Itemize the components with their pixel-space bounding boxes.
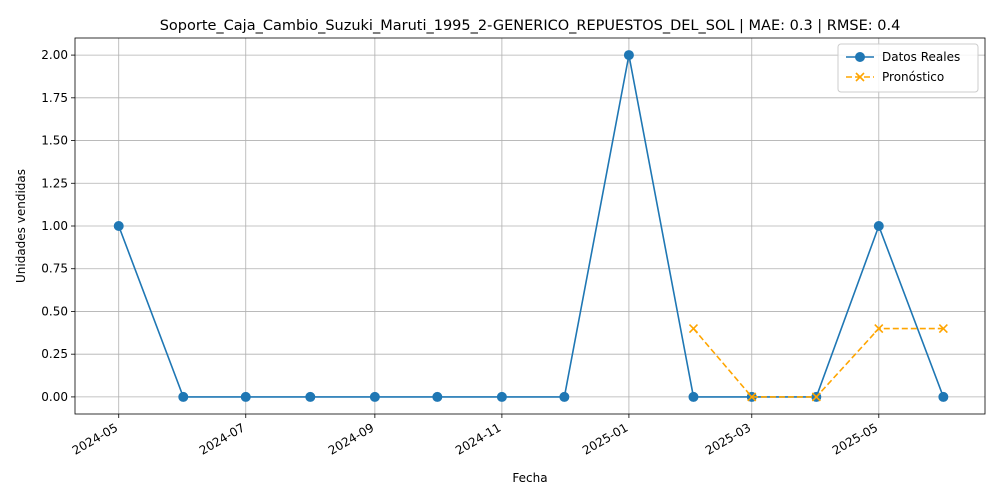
data-point [938, 391, 949, 402]
legend-marker [855, 52, 865, 62]
y-tick-label: 1.00 [41, 219, 68, 233]
legend-label: Pronóstico [882, 70, 944, 84]
data-point [432, 391, 443, 402]
y-tick-label: 1.50 [41, 134, 68, 148]
y-tick-label: 0.00 [41, 390, 68, 404]
legend-box [837, 43, 979, 93]
series-datos-reales [113, 50, 949, 402]
legend-marker [855, 72, 865, 82]
y-axis-label: Unidades vendidas [14, 169, 28, 283]
y-tick-label: 2.00 [41, 48, 68, 62]
series-pronostico [688, 323, 948, 402]
data-point [874, 323, 884, 334]
y-tick-label: 0.75 [41, 262, 68, 276]
y-tick-label: 1.25 [41, 176, 68, 190]
data-point [811, 392, 821, 402]
data-point [623, 50, 634, 61]
marker-stroke [938, 323, 948, 334]
y-tick-label: 0.50 [41, 304, 68, 318]
data-point [873, 221, 884, 231]
series-line [117, 54, 945, 398]
data-point [559, 391, 570, 402]
data-point [496, 391, 507, 402]
legend: Datos Reales Pronóstico [837, 43, 979, 93]
data-point [747, 392, 757, 402]
chart-title: Soporte_Caja_Cambio_Suzuki_Maruti_1995_2… [160, 18, 901, 34]
data-point [178, 391, 189, 402]
x-axis-label: Fecha [512, 471, 547, 485]
marker-stroke [811, 392, 821, 402]
data-point [688, 323, 699, 334]
marker-stroke [874, 323, 884, 334]
data-point [688, 391, 699, 402]
marker-stroke [855, 72, 865, 82]
marker-stroke [747, 392, 757, 402]
legend-item: Pronóstico [846, 70, 944, 84]
data-point [113, 221, 124, 231]
data-point [305, 391, 316, 402]
data-point [369, 391, 380, 402]
y-axis: 0.00 0.25 0.50 0.75 1.00 1.25 1.50 1.75 2.00 [41, 48, 75, 404]
data-point [938, 323, 948, 334]
series-layer [113, 50, 949, 402]
marker-stroke [688, 323, 699, 334]
y-tick-label: 0.25 [41, 347, 68, 361]
data-point [240, 391, 251, 402]
y-tick-label: 1.75 [41, 91, 68, 105]
legend-item: Datos Reales [846, 50, 960, 64]
legend-label: Datos Reales [882, 50, 960, 64]
